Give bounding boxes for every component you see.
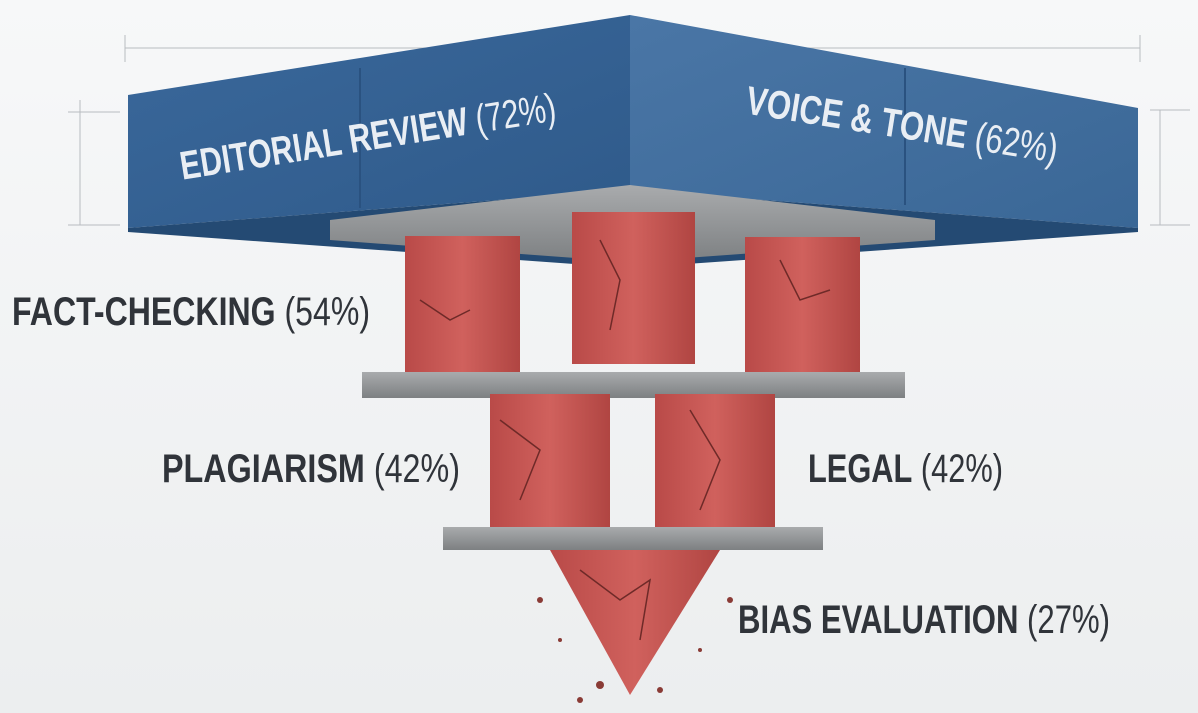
pillar <box>745 237 860 372</box>
layer-value: (27%) <box>1027 598 1110 642</box>
pillar <box>490 394 610 528</box>
layer-label: LEGAL (42%) <box>808 447 1003 491</box>
layer-name: BIAS EVALUATION <box>738 598 1018 642</box>
pillar <box>572 212 695 364</box>
pillar <box>655 394 775 528</box>
pillar <box>405 236 520 372</box>
gray-slab <box>443 527 823 550</box>
gray-slab <box>362 372 905 398</box>
page: EDITORIAL REVIEW (72%) VOICE & TONE (62%… <box>0 0 1198 713</box>
layer-value: (42%) <box>374 447 460 491</box>
layer-label: BIAS EVALUATION (27%) <box>738 598 1110 642</box>
layer-label: FACT-CHECKING (54%) <box>12 290 370 334</box>
diagram: EDITORIAL REVIEW (72%) VOICE & TONE (62%… <box>0 0 1198 713</box>
layer-value: (54%) <box>284 290 370 334</box>
layer-label: PLAGIARISM (42%) <box>162 447 460 491</box>
layer-name: LEGAL <box>808 447 912 491</box>
layer-name: PLAGIARISM <box>162 447 365 491</box>
layer-value: (42%) <box>921 447 1003 491</box>
layer-name: FACT-CHECKING <box>12 290 276 334</box>
